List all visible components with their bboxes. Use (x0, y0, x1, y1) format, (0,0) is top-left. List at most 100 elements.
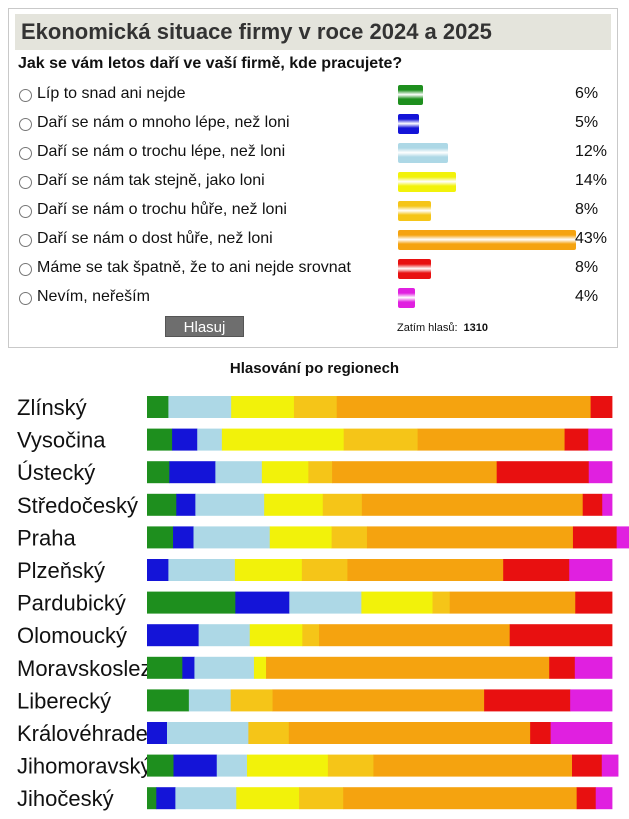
poll-title: Ekonomická situace firmy v roce 2024 a 2… (15, 14, 611, 50)
bar-segment (195, 493, 265, 516)
poll-panel: Ekonomická situace firmy v roce 2024 a 2… (8, 8, 618, 348)
poll-option[interactable]: Máme se tak špatně, že to ani nejde srov… (9, 255, 617, 283)
bar-segment (302, 624, 320, 647)
bar-segment (188, 689, 232, 712)
region-label: Pardubický (17, 591, 126, 616)
bar-segment (147, 787, 157, 810)
option-radio[interactable] (19, 176, 32, 189)
bar-segment (308, 461, 333, 484)
region-label: Olomoucký (17, 623, 127, 648)
poll-option[interactable]: Daří se nám o trochu hůře, než loni 8% (9, 197, 617, 225)
bar-segment (575, 591, 613, 614)
bar-segment (361, 591, 433, 614)
vote-button[interactable]: Hlasuj (165, 316, 244, 337)
bar-segment (373, 754, 573, 777)
bar-segment (550, 722, 613, 744)
bar-segment (588, 428, 613, 451)
option-radio[interactable] (19, 234, 32, 247)
bar-segment (182, 656, 195, 679)
region-label: Praha (17, 525, 76, 550)
poll-question: Jak se vám letos daří ve vaší firmě, kde… (18, 55, 403, 72)
bar-segment (261, 461, 309, 484)
bar-segment (496, 461, 590, 484)
bar-segment (147, 656, 183, 679)
bar-segment (266, 656, 550, 679)
bar-segment (574, 656, 613, 679)
bar-segment (215, 461, 263, 484)
poll-option[interactable]: Daří se nám o trochu lépe, než loni 12% (9, 139, 617, 167)
region-label: Královéhradecký (17, 721, 181, 746)
region-label: Vysočina (17, 428, 106, 453)
option-label: Daří se nám o trochu hůře, než loni (37, 201, 287, 218)
bar-segment (172, 428, 198, 451)
option-label: Máme se tak špatně, že to ani nejde srov… (37, 259, 351, 276)
option-percent: 8% (575, 201, 599, 218)
bar-segment (236, 787, 300, 810)
bar-segment (147, 754, 174, 777)
bar-segment (343, 787, 578, 810)
bar-segment (289, 591, 362, 614)
bar-segment (147, 493, 177, 516)
bar-segment (288, 722, 531, 744)
total-votes-value: 1310 (463, 322, 489, 334)
bar-segment (299, 787, 344, 810)
region-label: Ústecký (17, 460, 95, 485)
bar-segment (530, 722, 552, 744)
option-percent: 14% (575, 172, 608, 189)
option-result-bar (398, 201, 432, 221)
option-label: Daří se nám o mnoho lépe, než loni (37, 114, 290, 131)
option-radio[interactable] (19, 89, 32, 102)
bar-segment (301, 559, 348, 581)
option-radio[interactable] (19, 292, 32, 305)
region-label: Plzeňský (17, 558, 105, 583)
option-result-bar (398, 288, 415, 308)
bar-segment (509, 624, 613, 647)
bar-segment (417, 428, 565, 451)
poll-option[interactable]: Daří se nám tak stejně, jako loni 14% (9, 168, 617, 196)
bar-segment (432, 591, 451, 614)
option-label: Daří se nám tak stejně, jako loni (37, 172, 265, 189)
option-radio[interactable] (19, 205, 32, 218)
region-label: Liberecký (17, 688, 111, 713)
bar-segment (601, 754, 619, 777)
option-result-bar (398, 172, 456, 192)
bar-segment (366, 526, 574, 549)
region-label: Zlínský (17, 395, 87, 420)
bar-segment (175, 787, 237, 810)
poll-option[interactable]: Líp to snad ani nejde 6% (9, 81, 617, 109)
bar-segment (595, 787, 613, 810)
option-radio[interactable] (19, 118, 32, 131)
bar-segment (197, 428, 223, 451)
bar-segment (264, 493, 324, 516)
bar-segment (588, 461, 613, 484)
poll-option[interactable]: Nevím, neřeším 4% (9, 284, 617, 312)
option-label: Daří se nám o trochu lépe, než loni (37, 143, 286, 160)
poll-option[interactable]: Daří se nám o dost hůře, než loni 43% (9, 226, 617, 254)
option-percent: 8% (575, 259, 599, 276)
option-percent: 43% (575, 230, 608, 247)
region-label: Jihočeský (17, 786, 114, 811)
bar-segment (168, 396, 232, 418)
option-label: Nevím, neřeším (37, 288, 150, 305)
region-chart-title: Hlasování po regionech (229, 360, 400, 377)
region-label: Středočeský (17, 493, 138, 518)
bar-segment (449, 591, 576, 614)
option-result-bar (398, 85, 423, 105)
option-percent: 6% (575, 85, 599, 102)
bar-segment (327, 754, 374, 777)
option-percent: 12% (575, 143, 608, 160)
bar-segment (231, 396, 295, 418)
option-result-bar (398, 259, 432, 279)
bar-segment (570, 689, 613, 712)
poll-option[interactable]: Daří se nám o mnoho lépe, než loni 5% (9, 110, 617, 138)
region-chart: Zlínský Vysočina Ústecký Středočeský Praha Pl… (17, 395, 629, 811)
bar-segment (234, 559, 303, 581)
option-percent: 5% (575, 114, 599, 131)
option-radio[interactable] (19, 263, 32, 276)
bar-segment (272, 689, 485, 712)
option-radio[interactable] (19, 147, 32, 160)
bar-segment (572, 526, 618, 549)
bar-segment (564, 428, 589, 451)
bar-segment (336, 396, 592, 418)
bar-segment (168, 559, 236, 581)
